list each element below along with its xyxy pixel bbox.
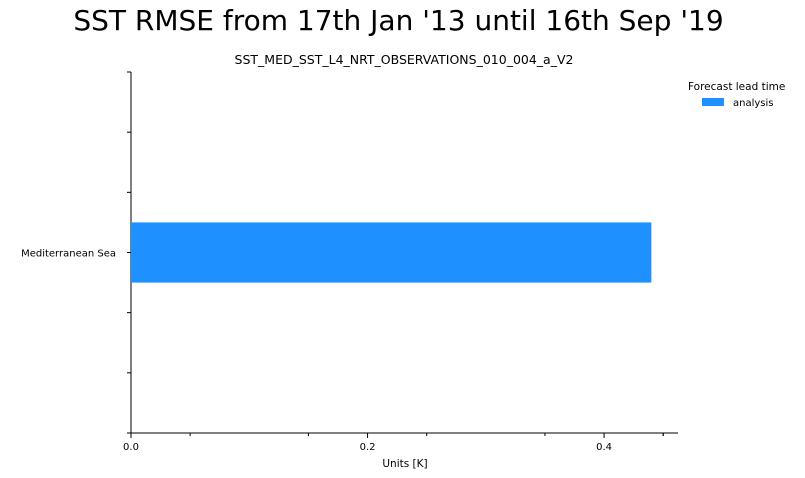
y-tick-label: Mediterranean Sea bbox=[21, 249, 116, 260]
x-axis-label: Units [K] bbox=[382, 458, 427, 470]
x-tick-label: 0.2 bbox=[360, 442, 376, 453]
bar-analysis-0 bbox=[131, 222, 652, 283]
legend-label-analysis: analysis bbox=[733, 98, 774, 109]
legend-title: Forecast lead time bbox=[688, 81, 785, 93]
chart-title: SST_MED_SST_L4_NRT_OBSERVATIONS_010_004_… bbox=[235, 52, 574, 67]
figure-suptitle: SST RMSE from 17th Jan '13 until 16th Se… bbox=[73, 4, 724, 37]
legend-swatch-analysis bbox=[702, 98, 724, 106]
x-tick-label: 0.0 bbox=[123, 442, 139, 453]
x-tick-label: 0.4 bbox=[596, 442, 612, 453]
legend: Forecast lead time analysis bbox=[688, 81, 785, 109]
